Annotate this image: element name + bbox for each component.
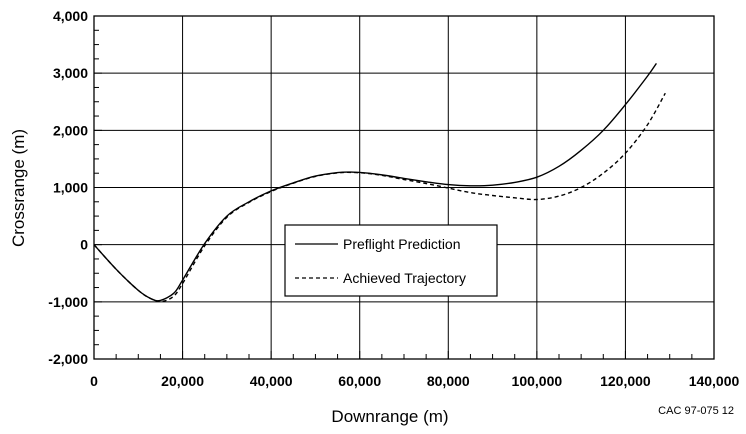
legend: Preflight Prediction Achieved Trajectory [284, 224, 498, 297]
series-line-preflight-prediction [93, 63, 657, 302]
y-tick-label: -1,000 [48, 294, 88, 310]
x-tick-label: 80,000 [427, 373, 470, 389]
plot-frame [93, 15, 715, 360]
x-tick-label: 100,000 [512, 373, 563, 389]
grid [94, 16, 714, 359]
x-tick-label: 0 [90, 373, 98, 389]
series-lines [93, 63, 666, 303]
x-axis-title: Downrange (m) [331, 407, 448, 426]
legend-label-achieved-trajectory: Achieved Trajectory [343, 270, 466, 286]
y-tick-label: 4,000 [53, 8, 88, 24]
figure-id-annotation: CAC 97-075 12 [658, 405, 734, 417]
legend-label-preflight-prediction: Preflight Prediction [343, 236, 461, 252]
x-tick-label: 120,000 [600, 373, 651, 389]
x-tick-labels: 0 20,000 40,000 60,000 80,000 100,000 120,000 1… [90, 373, 739, 389]
x-tick-label: 60,000 [338, 373, 381, 389]
y-tick-label: 2,000 [53, 122, 88, 138]
y-tick-label: -2,000 [48, 351, 88, 367]
y-axis-title: Crossrange (m) [9, 129, 28, 247]
y-tick-label: 3,000 [53, 65, 88, 81]
y-tick-label: 0 [80, 237, 88, 253]
y-tick-label: 1,000 [53, 180, 88, 196]
x-tick-label: 20,000 [161, 373, 204, 389]
y-tick-labels: -2,000 -1,000 0 1,000 2,000 3,000 4,000 [48, 8, 88, 367]
x-tick-label: 140,000 [689, 373, 740, 389]
x-tick-label: 40,000 [250, 373, 293, 389]
legend-box [284, 224, 498, 297]
